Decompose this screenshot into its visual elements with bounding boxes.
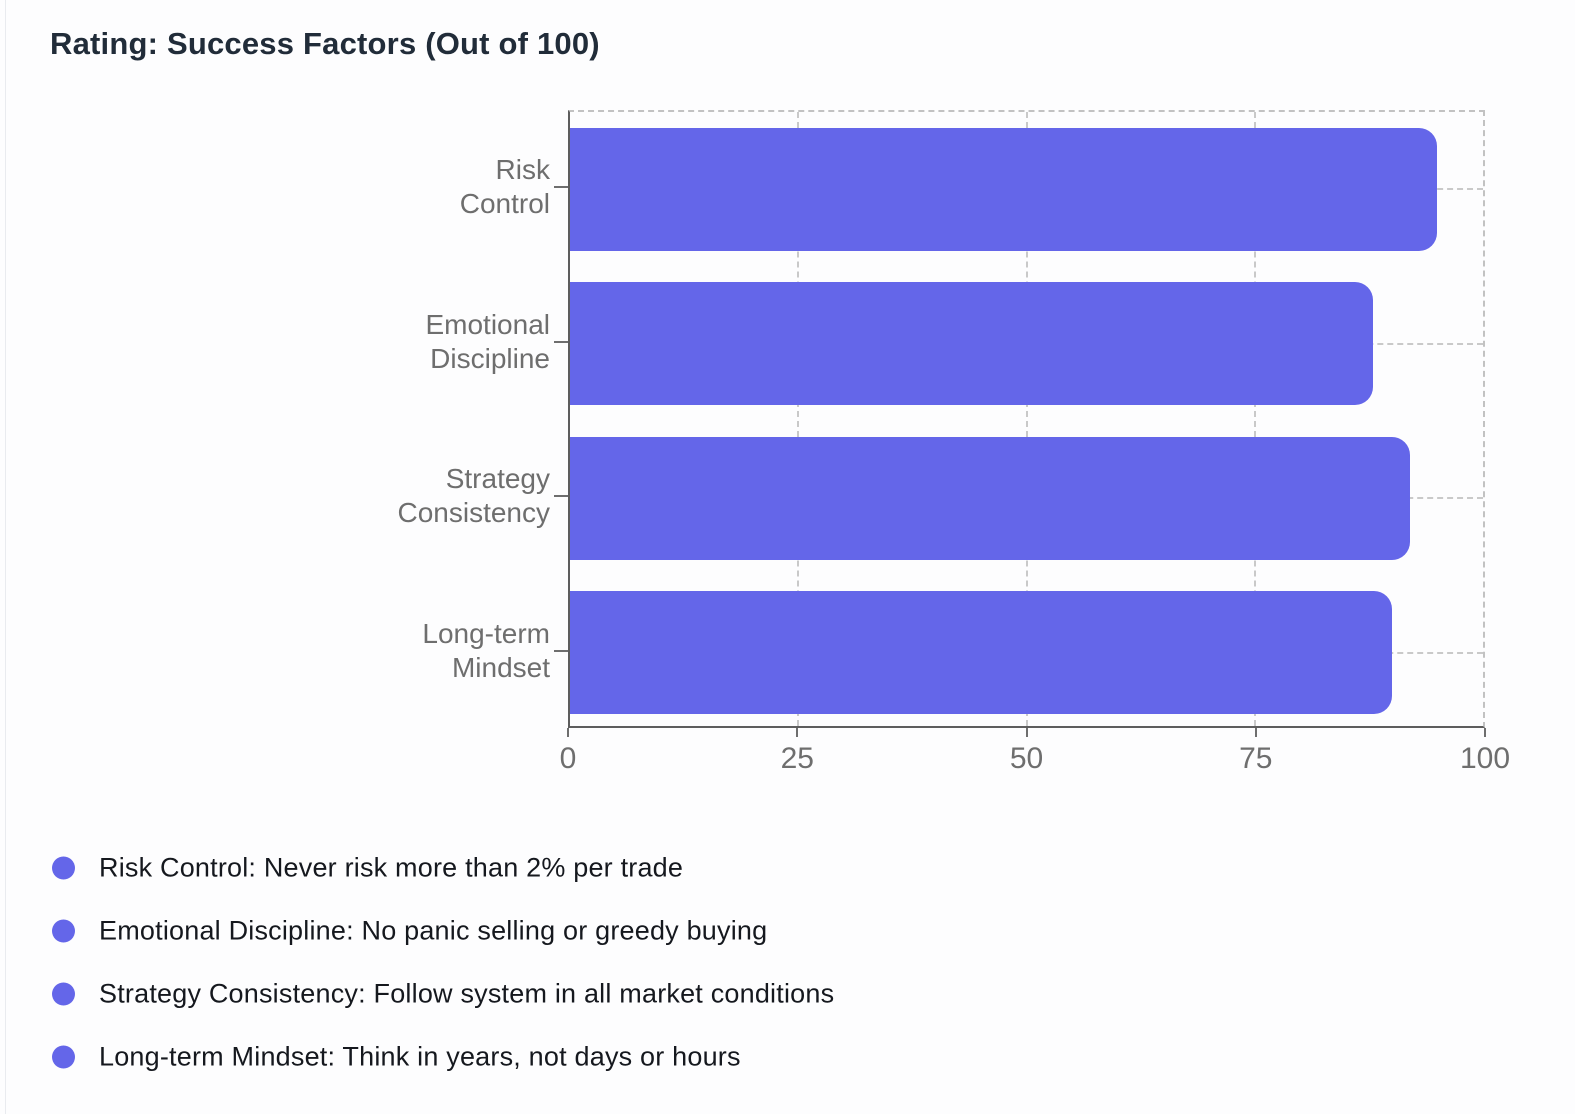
x-axis-tick bbox=[1025, 728, 1028, 737]
legend-dot-icon bbox=[52, 919, 75, 943]
x-axis-tick bbox=[796, 728, 799, 737]
legend-item-label: Long-term Mindset: Think in years, not d… bbox=[99, 1041, 741, 1072]
y-axis-tick bbox=[554, 649, 568, 652]
vertical-gridline bbox=[797, 112, 800, 726]
x-tick-label: 75 bbox=[1239, 742, 1273, 775]
x-axis-tick bbox=[1484, 728, 1486, 737]
bar-emotional-discipline bbox=[570, 282, 1374, 406]
bar-long-term-mindset bbox=[570, 591, 1392, 715]
vertical-gridline bbox=[1025, 112, 1028, 726]
y-axis-tick bbox=[554, 340, 568, 343]
legend-dot-icon bbox=[52, 1045, 75, 1069]
category-label: Long-term Mindset bbox=[422, 617, 550, 683]
plot-area bbox=[568, 110, 1485, 728]
x-axis-tick bbox=[1254, 728, 1257, 737]
category-label: Risk Control bbox=[459, 154, 550, 220]
x-tick-label: 100 bbox=[1459, 742, 1511, 775]
legend-item: Long-term Mindset: Think in years, not d… bbox=[52, 1042, 741, 1073]
chart-title: Rating: Success Factors (Out of 100) bbox=[50, 26, 600, 61]
vertical-gridline bbox=[1253, 112, 1256, 726]
legend-item: Risk Control: Never risk more than 2% pe… bbox=[52, 853, 683, 884]
legend-item-label: Strategy Consistency: Follow system in a… bbox=[99, 978, 835, 1009]
x-tick-label: 25 bbox=[780, 742, 814, 775]
x-tick-label: 50 bbox=[1009, 742, 1044, 775]
x-axis-tick bbox=[567, 728, 569, 737]
legend-dot-icon bbox=[52, 982, 75, 1006]
legend-item: Strategy Consistency: Follow system in a… bbox=[52, 979, 834, 1010]
bar-risk-control bbox=[570, 127, 1438, 251]
category-label: Strategy Consistency bbox=[397, 463, 550, 529]
x-tick-label: 0 bbox=[559, 742, 577, 775]
x-axis-labels: 0 25 50 75 100 bbox=[560, 742, 1510, 782]
y-axis-tick bbox=[554, 495, 568, 498]
legend-item: Emotional Discipline: No panic selling o… bbox=[52, 916, 767, 947]
page-left-border bbox=[5, 0, 6, 1114]
legend-item-label: Risk Control: Never risk more than 2% pe… bbox=[99, 852, 684, 883]
bar-strategy-consistency bbox=[570, 436, 1410, 560]
legend-item-label: Emotional Discipline: No panic selling o… bbox=[99, 915, 768, 946]
y-axis-tick bbox=[554, 186, 568, 189]
legend-dot-icon bbox=[52, 856, 75, 880]
category-label: Emotional Discipline bbox=[425, 308, 550, 374]
y-axis-labels: Risk Control Emotional Discipline Strategy… bbox=[0, 110, 550, 728]
